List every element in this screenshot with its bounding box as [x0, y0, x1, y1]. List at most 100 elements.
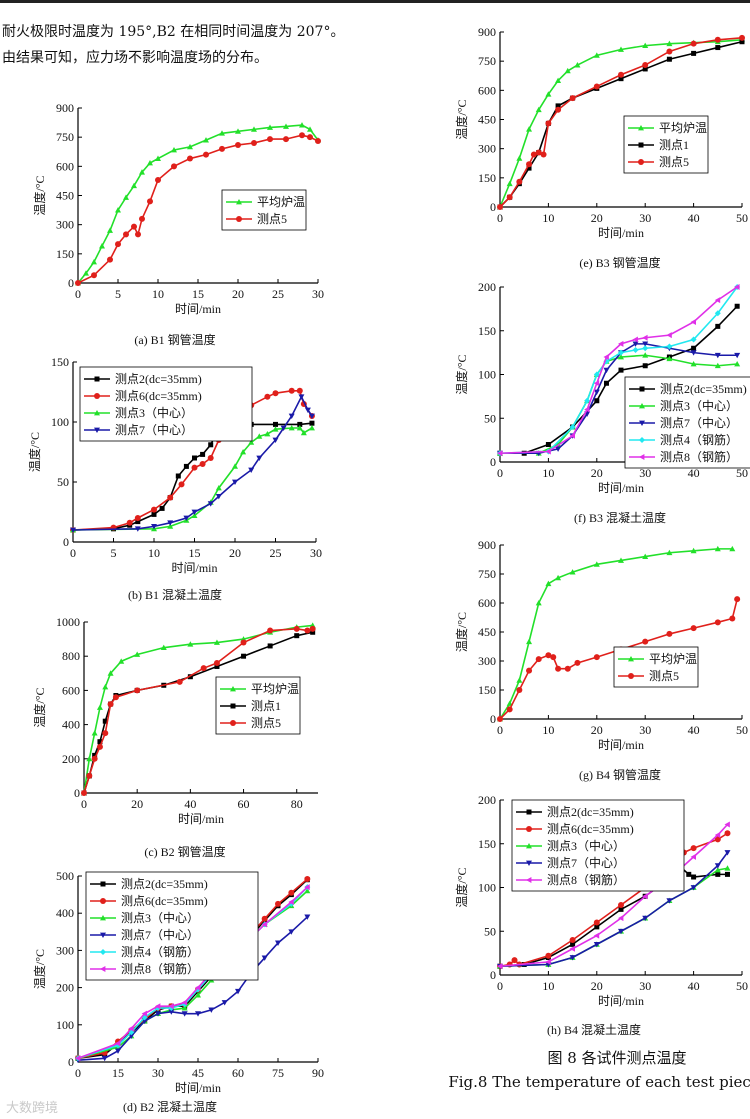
legend: 测点2(dc=35mm) 测点6(dc=35mm) 测点3（中心） 测点7（中心） 测点…	[85, 871, 259, 981]
data-point	[632, 341, 639, 347]
data-point	[724, 865, 731, 871]
data-point	[134, 651, 141, 657]
data-point	[642, 66, 648, 72]
data-point	[280, 425, 287, 431]
data-point	[734, 361, 741, 367]
data-point	[569, 945, 575, 952]
chart-caption: (g) B4 钢管温度	[579, 767, 661, 782]
data-point	[155, 176, 161, 183]
y-tick-label: 450	[478, 113, 496, 127]
data-point	[167, 520, 174, 526]
x-tick-label: 50	[736, 466, 748, 480]
data-point	[288, 929, 295, 935]
chart-caption: (a) B1 钢管温度	[134, 332, 215, 347]
data-point	[511, 957, 518, 964]
x-tick-label: 80	[291, 797, 303, 811]
data-point	[299, 122, 305, 128]
data-point	[308, 425, 315, 431]
y-tick-label: 300	[478, 142, 496, 156]
legend-marker	[628, 656, 634, 662]
y-tick-label: 900	[478, 25, 496, 39]
data-point	[714, 832, 721, 838]
legend-marker	[230, 703, 236, 709]
data-point	[288, 425, 295, 431]
data-point	[526, 667, 533, 674]
data-point	[75, 1055, 81, 1062]
x-tick-label: 30	[152, 1066, 164, 1080]
data-point	[304, 875, 311, 882]
data-point	[151, 506, 157, 513]
data-point	[141, 1010, 148, 1017]
data-point	[261, 915, 268, 922]
data-point	[642, 915, 649, 922]
legend-label: 测点8（钢筋）	[121, 961, 199, 976]
series-line	[77, 124, 319, 284]
y-tick-label: 750	[478, 54, 496, 68]
data-point	[734, 284, 740, 290]
data-point	[569, 569, 576, 575]
data-point	[304, 914, 311, 920]
x-axis-label: 时间/min	[598, 994, 644, 1008]
data-point	[232, 479, 238, 485]
data-point	[690, 853, 696, 860]
legend-label: 测点8（钢筋）	[660, 449, 738, 464]
data-point	[213, 639, 220, 645]
data-point	[569, 937, 576, 943]
legend-label: 测点1	[251, 699, 281, 713]
y-axis-label: 温度/°C	[32, 687, 47, 727]
chart-h: 0 10 20 30 40 50 0 50 100 150 200 时间/min 温度/°C 测点2(dc…	[454, 793, 748, 1037]
legend-marker	[100, 898, 106, 904]
data-point	[275, 900, 281, 907]
legend-label: 测点6(dc=35mm)	[547, 822, 634, 836]
series-green	[497, 545, 736, 722]
legend-label: 平均炉温	[257, 195, 305, 209]
data-point	[593, 919, 600, 926]
data-point	[273, 421, 278, 427]
x-tick-label: 10	[542, 211, 554, 225]
legend-marker	[639, 420, 645, 426]
legend-marker	[526, 826, 532, 832]
legend-marker	[639, 454, 645, 460]
y-axis-label: 温度/°C	[454, 612, 469, 652]
data-point	[724, 871, 730, 877]
legend-marker	[236, 199, 242, 205]
data-point	[603, 380, 609, 386]
x-tick-label: 30	[310, 546, 322, 560]
data-point	[714, 352, 721, 359]
data-point	[183, 463, 189, 469]
data-point	[642, 638, 649, 645]
chart-f: 0 10 20 30 40 50 0 50 100 150 200 时间/min 温度/°C 测点2(dc…	[454, 280, 750, 525]
data-point	[729, 545, 736, 552]
legend-marker	[639, 386, 645, 392]
data-point	[86, 755, 93, 762]
data-point	[686, 871, 692, 877]
legend-marker	[526, 877, 532, 883]
data-point	[131, 182, 137, 189]
x-tick-label: 40	[688, 723, 700, 737]
x-tick-label: 0	[497, 211, 503, 225]
data-point	[272, 390, 279, 397]
x-tick-label: 0	[497, 723, 503, 737]
data-point	[632, 336, 638, 343]
data-point	[642, 62, 649, 69]
data-point	[207, 455, 214, 461]
data-point	[666, 355, 673, 362]
data-point	[219, 145, 225, 152]
y-tick-label: 100	[478, 368, 496, 382]
data-point	[569, 955, 576, 961]
data-point	[526, 126, 533, 132]
data-point	[176, 678, 183, 685]
data-point	[506, 706, 513, 713]
x-tick-label: 0	[75, 1066, 81, 1080]
data-point	[550, 654, 557, 661]
data-point	[569, 432, 575, 439]
chart-caption: (c) B2 钢管温度	[144, 844, 225, 859]
y-tick-label: 150	[478, 171, 496, 185]
data-point	[304, 884, 310, 891]
data-point	[135, 519, 141, 525]
x-tick-label: 50	[736, 979, 748, 993]
data-point	[734, 596, 741, 603]
y-tick-label: 600	[478, 83, 496, 97]
data-point	[603, 354, 609, 360]
